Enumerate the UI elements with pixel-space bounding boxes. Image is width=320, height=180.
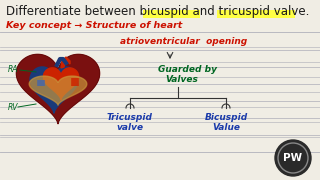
Text: Differentiate between bicuspid and tricuspid valve.: Differentiate between bicuspid and tricu… — [6, 6, 309, 19]
Text: Tricuspid: Tricuspid — [107, 114, 153, 123]
Text: valve: valve — [116, 123, 144, 132]
Text: PW: PW — [284, 153, 303, 163]
Text: Bicuspid: Bicuspid — [204, 114, 248, 123]
Polygon shape — [16, 54, 100, 124]
Circle shape — [275, 140, 311, 176]
Polygon shape — [30, 67, 78, 113]
FancyBboxPatch shape — [143, 10, 200, 18]
Text: Valves: Valves — [165, 75, 198, 84]
Text: RV: RV — [8, 103, 19, 112]
Text: RA: RA — [8, 66, 19, 75]
Text: Guarded by: Guarded by — [158, 66, 217, 75]
Text: Key concept → Structure of heart: Key concept → Structure of heart — [6, 21, 182, 30]
FancyBboxPatch shape — [217, 10, 295, 18]
Text: Value: Value — [212, 123, 240, 132]
Polygon shape — [61, 57, 70, 68]
Polygon shape — [44, 68, 79, 100]
Polygon shape — [29, 76, 87, 105]
Text: atrioventricular  opening: atrioventricular opening — [120, 37, 247, 46]
